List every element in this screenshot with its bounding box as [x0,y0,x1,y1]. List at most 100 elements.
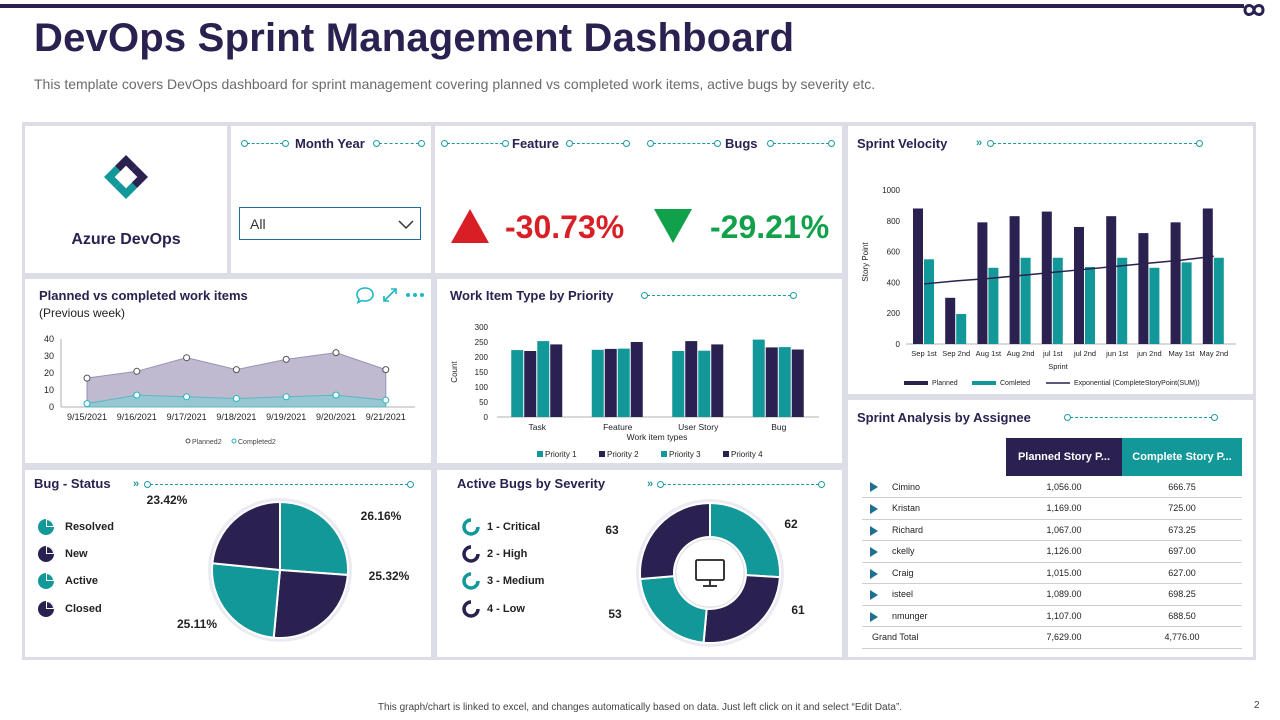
active-bugs-legend-medium: 3 - Medium [487,575,545,587]
planned-vs-completed-panel: Planned vs completed work items (Previou… [25,279,431,463]
x-tick-label: 9/16/2021 [117,412,157,422]
y-tick-label: 20 [44,368,54,378]
new-pie-icon [38,546,54,562]
expand-triangle-icon[interactable] [870,482,878,492]
planned-value: 1,107.00 [1006,605,1122,627]
bar-planned [913,208,923,344]
brand-name: Azure DevOps [71,231,181,248]
data-point [232,366,240,374]
trend-line [923,255,1214,285]
top-accent-bar [0,4,1244,8]
table-row[interactable]: Kristan 1,169.00 725.00 [862,497,1242,520]
donut-value-label: 63 [605,523,619,537]
x-tick-label: Sep 1st [911,349,937,358]
expand-triangle-icon[interactable] [870,568,878,579]
bar-completed [924,259,934,344]
bar-planned [1074,226,1084,344]
y-tick-label: 600 [887,248,901,257]
y-axis-label: Count [450,361,459,383]
grand-total-complete: 4,776.00 [1122,626,1242,649]
bar-planned [1170,222,1181,344]
x-tick-label: 9/18/2021 [216,412,256,422]
expand-triangle-icon[interactable] [870,504,878,514]
legend-label: Priority 2 [607,450,639,459]
month-year-filter-panel: Month Year All [231,126,431,273]
x-axis-label: Sprint [1048,362,1069,371]
data-point [133,367,141,375]
bug-status-legend-resolved: Resolved [65,521,114,533]
complete-value: 673.25 [1122,519,1242,541]
bar-bug-p2 [765,347,778,417]
bugs-kpi-value: -29.21% [710,209,830,245]
bar-completed [1020,257,1031,344]
sprint-velocity-panel: Sprint Velocity » 0 200 400 600 800 1000 Story… [848,126,1253,394]
legend-marker-planned [185,438,191,444]
sprint-velocity-chart: 0 200 400 600 800 1000 Story Point Sep 1st Sep 2… [861,186,1236,387]
assignee-panel: Sprint Analysis by Assignee Planned Stor… [848,400,1253,657]
dropdown-selected-value: All [250,216,266,232]
x-tick-label: jun 1st [1105,349,1129,358]
planned-value: 1,056.00 [1006,476,1122,498]
table-row[interactable]: nmunger 1,107.00 688.50 [862,605,1242,627]
data-point [133,391,141,399]
x-tick-label: 9/15/2021 [67,412,107,422]
planned-vs-completed-chart: 0 10 20 30 40 9/15/2021 9/16/2021 9/17/2021 9/18… [44,334,415,446]
complete-value: 697.00 [1122,540,1242,563]
donut-center [675,538,745,608]
y-tick-label: 400 [887,278,901,287]
donut-slice-4 [639,501,711,581]
bar-feature-p3 [617,348,630,417]
x-tick-label: 9/20/2021 [316,412,356,422]
bar-completed [956,313,967,344]
table-row[interactable]: Richard 1,067.00 673.25 [862,519,1242,541]
assignee-name: isteel [892,589,914,600]
bugs-kpi-label: Bugs [725,136,758,151]
table-row[interactable]: Craig 1,015.00 627.00 [862,562,1242,584]
expand-triangle-icon[interactable] [870,611,878,622]
bar-completed [1052,257,1063,344]
expand-triangle-icon[interactable] [870,525,878,536]
table-row[interactable]: ckelly 1,126.00 697.00 [862,540,1242,563]
data-point [382,396,390,404]
donut-value-label: 53 [608,607,622,621]
y-tick-label: 1000 [882,186,900,195]
expand-triangle-icon[interactable] [870,547,878,557]
comment-icon[interactable] [355,286,375,304]
y-tick-label: 150 [475,368,489,377]
x-tick-label: Aug 2nd [1007,349,1035,358]
complete-value: 698.25 [1122,583,1242,606]
assignee-name: Richard [892,524,924,535]
legend-swatch [599,451,605,457]
table-header-complete[interactable]: Complete Story P... [1122,438,1242,476]
pie-slice-resolved [279,500,349,577]
bar-feature-p1 [591,349,604,417]
bar-planned [945,297,956,344]
expand-triangle-icon[interactable] [870,590,878,600]
month-year-dropdown[interactable]: All [239,207,421,240]
legend-marker-completed [231,438,237,444]
legend-label: Comleted [1000,380,1030,387]
page-subtitle: This template covers DevOps dashboard fo… [34,76,876,92]
table-total-row: Grand Total 7,629.00 4,776.00 [862,626,1242,649]
data-point [382,366,390,374]
legend-label: Priority 3 [669,450,701,459]
bug-status-legend-closed: Closed [65,603,102,615]
complete-value: 627.00 [1122,562,1242,584]
x-tick-label: jul 2nd [1073,349,1096,358]
more-icon[interactable] [405,292,425,298]
expand-icon[interactable] [382,287,398,303]
work-item-type-chart: 0 50 100 150 200 250 300 Count Task Feature User S… [450,323,819,459]
table-row[interactable]: isteel 1,089.00 698.25 [862,583,1242,606]
x-tick-label: jul 1st [1042,349,1064,358]
page-title: DevOps Sprint Management Dashboard [34,16,795,60]
bar-task-p4 [550,344,563,417]
bug-status-legend-active: Active [65,575,99,587]
feature-kpi-value: -30.73% [505,209,625,245]
x-tick-label: Sep 2nd [942,349,970,358]
table-header-planned[interactable]: Planned Story P... [1006,438,1122,476]
table-row[interactable]: Cimino 1,056.00 666.75 [862,476,1242,498]
y-tick-label: 40 [44,334,54,344]
y-tick-label: 200 [887,309,901,318]
planned-value: 1,169.00 [1006,497,1122,520]
month-year-label: Month Year [295,136,365,151]
